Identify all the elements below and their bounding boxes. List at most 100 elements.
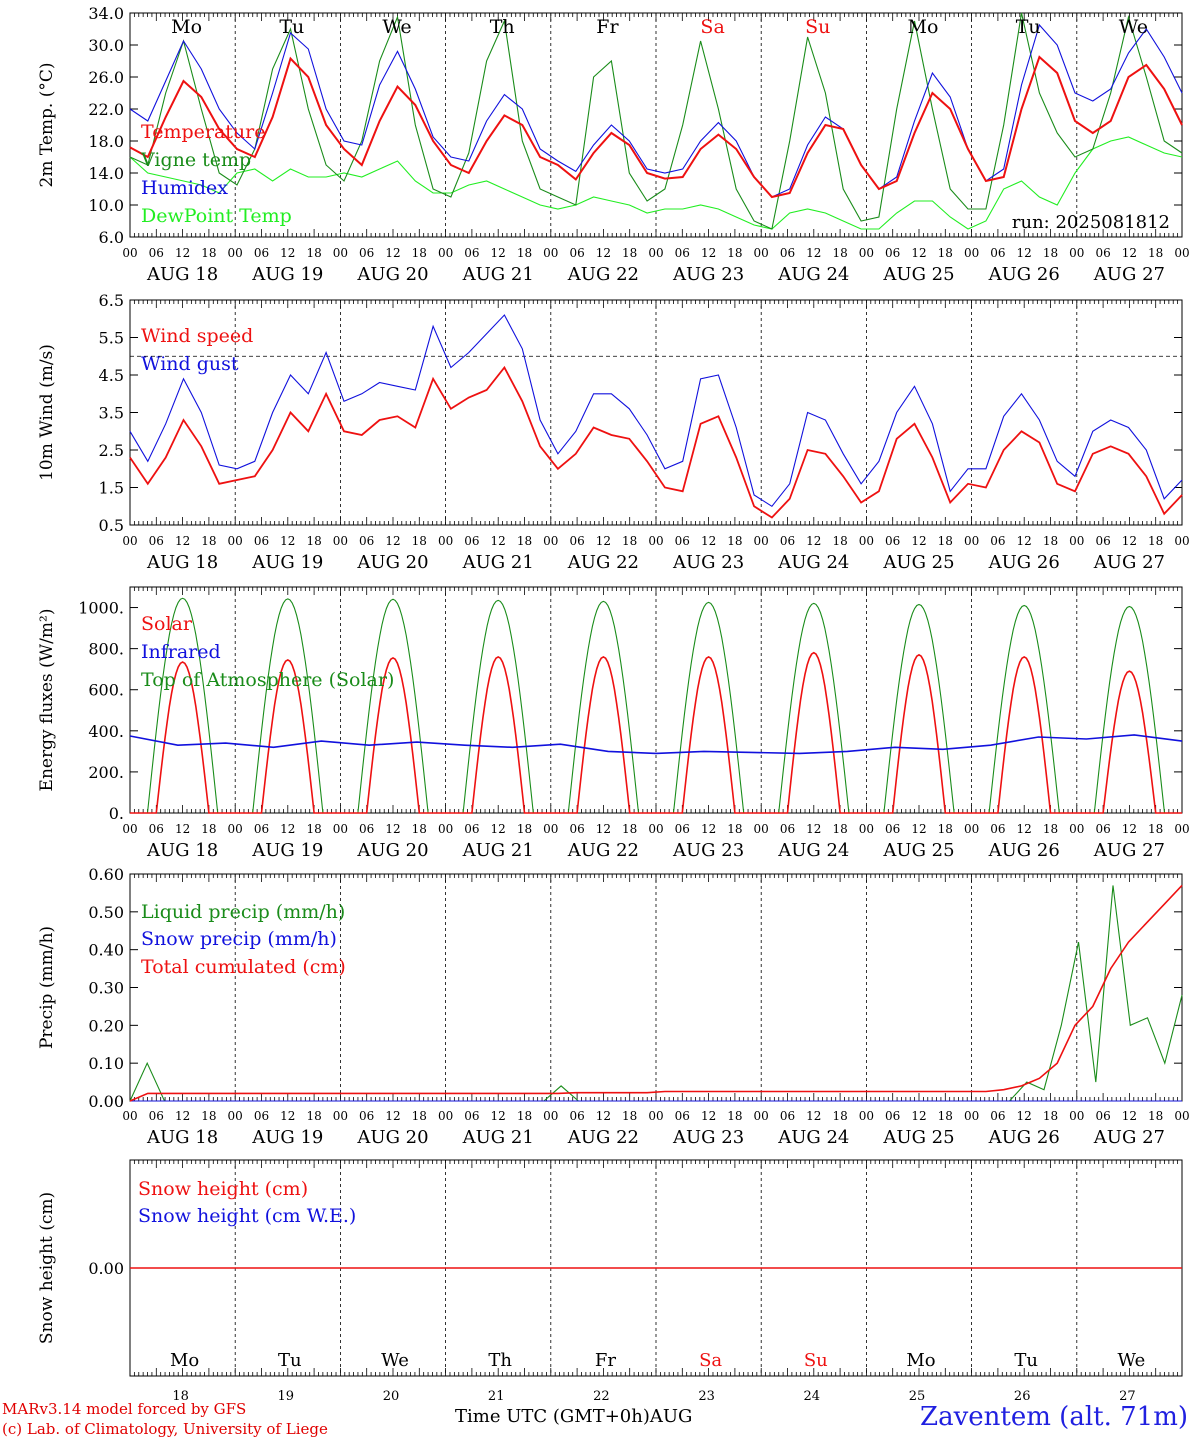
hour-label: 06	[885, 534, 900, 548]
y-tick-label: 0.5	[99, 516, 124, 535]
day-number-label: 23	[698, 1389, 715, 1404]
date-label: AUG 22	[567, 840, 639, 861]
hour-label: 18	[517, 246, 532, 260]
hour-label: 00	[648, 534, 663, 548]
date-label: AUG 22	[567, 552, 639, 573]
weekday-label: We	[382, 16, 411, 38]
hour-label: 18	[938, 534, 953, 548]
legend-top-of-atmosphere-solar-: Top of Atmosphere (Solar)	[141, 669, 394, 691]
hour-label: 06	[254, 1109, 269, 1123]
y-tick-label: 0.00	[88, 1092, 124, 1111]
series-total-cumulated	[129, 884, 1183, 1102]
hour-label: 00	[122, 534, 137, 548]
y-tick-label: 0.10	[88, 1054, 124, 1073]
legend-vigne-temp: Vigne temp	[140, 149, 251, 171]
x-axis-title: Time UTC (GMT+0h)AUG	[455, 1406, 693, 1427]
legend-wind-gust: Wind gust	[141, 353, 239, 375]
hour-label: 00	[228, 822, 243, 836]
hour-label: 06	[885, 246, 900, 260]
hour-label: 06	[464, 534, 479, 548]
hour-label: 00	[438, 246, 453, 260]
lab-credit: (c) Lab. of Climatology, University of L…	[2, 1420, 328, 1438]
y-tick-label: 0.	[109, 804, 124, 823]
hour-label: 00	[122, 822, 137, 836]
y-axis-label: 2m Temp. (°C)	[37, 62, 57, 187]
legend-dewpoint-temp: DewPoint Temp	[141, 205, 292, 227]
day-number-label: 26	[1014, 1389, 1031, 1404]
hour-label: 18	[727, 1109, 742, 1123]
hour-label: 12	[280, 1109, 295, 1123]
date-label: AUG 18	[146, 1127, 218, 1148]
series-wind-speed	[129, 365, 1183, 519]
hour-label: 06	[780, 822, 795, 836]
weekday-label: Mo	[906, 1350, 935, 1371]
y-tick-label: 14.0	[88, 164, 124, 183]
hour-label: 18	[201, 1109, 216, 1123]
hour-label: 06	[149, 822, 164, 836]
hour-label: 06	[885, 822, 900, 836]
hour-label: 06	[780, 534, 795, 548]
series-wind-gust	[129, 314, 1183, 508]
hour-label: 18	[832, 246, 847, 260]
y-axis-label: Precip (mm/h)	[37, 926, 57, 1049]
hour-label: 18	[622, 1109, 637, 1123]
date-label: AUG 19	[251, 552, 323, 573]
hour-label: 12	[1017, 246, 1032, 260]
hour-label: 12	[806, 534, 821, 548]
hour-label: 06	[780, 246, 795, 260]
hour-label: 00	[1069, 1109, 1084, 1123]
y-tick-label: 0.00	[88, 1259, 124, 1278]
hour-label: 06	[254, 246, 269, 260]
hour-label: 06	[1095, 246, 1110, 260]
y-tick-label: 0.30	[88, 979, 124, 998]
y-tick-label: 34.0	[88, 4, 124, 23]
weekday-label: Mo	[170, 1350, 199, 1371]
day-number-label: 24	[804, 1389, 821, 1404]
hour-label: 00	[1174, 822, 1189, 836]
y-tick-label: 0.40	[88, 941, 124, 960]
hour-label: 06	[569, 534, 584, 548]
y-tick-label: 22.0	[88, 100, 124, 119]
hour-label: 06	[780, 1109, 795, 1123]
date-label: AUG 25	[882, 552, 954, 573]
series-solar	[130, 651, 1182, 814]
date-label: AUG 24	[777, 1127, 849, 1148]
hour-label: 18	[1043, 246, 1058, 260]
hour-label: 00	[648, 246, 663, 260]
hour-label: 00	[543, 822, 558, 836]
hour-label: 12	[491, 1109, 506, 1123]
hour-label: 18	[727, 534, 742, 548]
hour-label: 12	[596, 822, 611, 836]
y-axis-label: 10m Wind (m/s)	[37, 344, 57, 481]
hour-label: 18	[832, 822, 847, 836]
hour-label: 18	[412, 534, 427, 548]
hour-label: 06	[885, 1109, 900, 1123]
hour-label: 12	[385, 534, 400, 548]
series-dewpoint-temp	[129, 136, 1183, 230]
date-label: AUG 19	[251, 840, 323, 861]
hour-label: 12	[175, 1109, 190, 1123]
hour-label: 00	[438, 534, 453, 548]
hour-label: 06	[149, 246, 164, 260]
series-infrared	[129, 734, 1183, 755]
weekday-label: Tu	[278, 1350, 302, 1371]
hour-label: 12	[1017, 534, 1032, 548]
y-tick-label: 30.0	[88, 36, 124, 55]
hour-label: 06	[149, 1109, 164, 1123]
hour-label: 00	[754, 1109, 769, 1123]
hour-label: 18	[938, 822, 953, 836]
hour-label: 12	[385, 1109, 400, 1123]
hour-label: 00	[333, 534, 348, 548]
hour-label: 00	[438, 1109, 453, 1123]
hour-label: 00	[1069, 534, 1084, 548]
hour-label: 12	[491, 246, 506, 260]
hour-label: 00	[964, 822, 979, 836]
hour-label: 00	[964, 1109, 979, 1123]
weekday-label: Th	[488, 1350, 512, 1371]
hour-label: 18	[201, 246, 216, 260]
hour-label: 00	[1174, 246, 1189, 260]
hour-label: 12	[1122, 534, 1137, 548]
date-label: AUG 25	[882, 840, 954, 861]
hour-label: 12	[175, 822, 190, 836]
date-label: AUG 27	[1093, 552, 1165, 573]
